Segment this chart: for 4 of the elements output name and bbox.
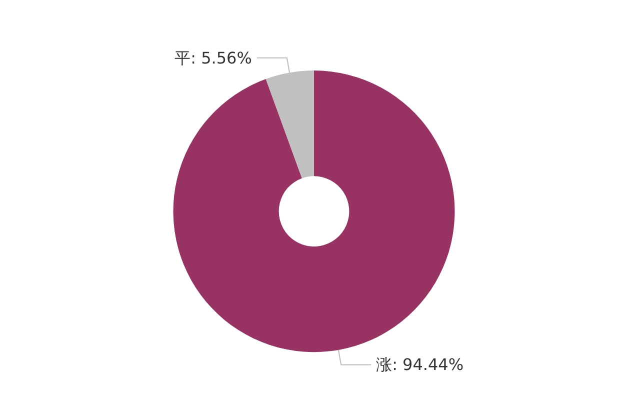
data-label: : 5.56%	[190, 48, 252, 68]
slice-label: 涨	[376, 355, 392, 374]
slice-label: 平	[174, 48, 191, 68]
data-label: : 94.44%	[392, 355, 464, 374]
